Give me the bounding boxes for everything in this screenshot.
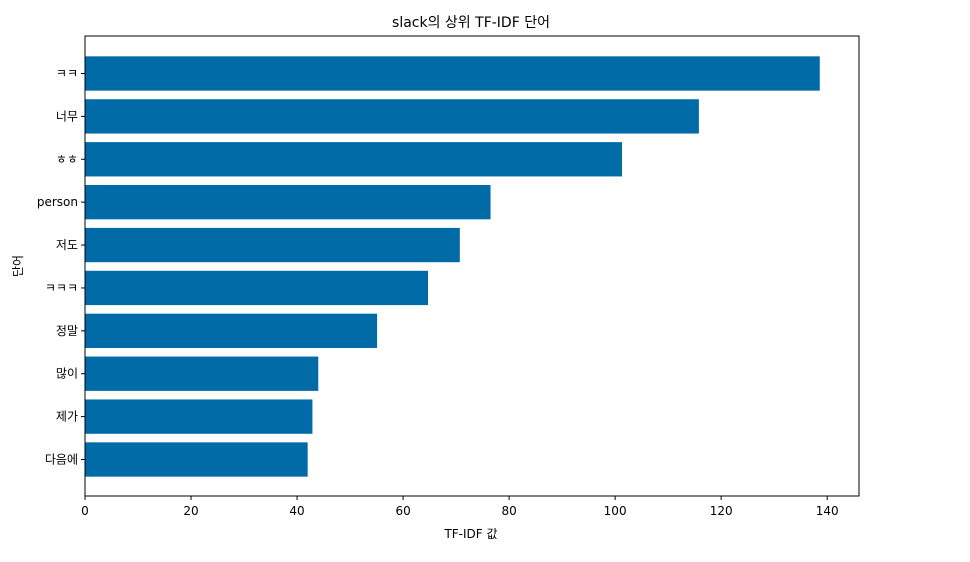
x-tick-label: 20 [183,504,198,518]
x-tick-label: 60 [395,504,410,518]
bar [85,313,378,348]
y-tick-label: 저도 [56,238,78,252]
bar [85,99,699,134]
y-tick-label: 제가 [56,410,78,424]
bar [85,142,623,177]
bars-group [85,56,820,477]
bar [85,399,313,434]
bar [85,356,319,391]
x-axis-label: TF-IDF 값 [443,527,497,541]
y-tick-label: 많이 [56,367,78,381]
y-tick-label: 너무 [56,109,78,123]
x-tick-label: 0 [81,504,89,518]
x-tick-label: 100 [604,504,627,518]
x-tick-label: 120 [710,504,733,518]
y-tick-label: 다음에 [45,453,78,467]
y-tick-label: ㅋㅋㅋ [45,281,78,295]
y-axis-label: 단어 [11,255,25,277]
x-tick-label: 140 [816,504,839,518]
y-tick-label: person [37,195,78,209]
y-tick-label: ㅋㅋ [56,67,78,81]
x-axis-ticks: 0 20 40 60 80 100 120 140 [81,496,839,518]
plot-frame [84,35,860,497]
bar [85,227,460,263]
y-tick-label: ㅎㅎ [56,152,78,166]
x-tick-label: 40 [289,504,304,518]
x-tick-label: 80 [501,504,516,518]
bar [85,270,428,306]
bar [85,56,820,91]
y-tick-label: 정말 [56,324,78,338]
bar [85,442,308,477]
bar [85,185,491,220]
chart-title: slack의 상위 TF-IDF 단어 [392,15,550,31]
